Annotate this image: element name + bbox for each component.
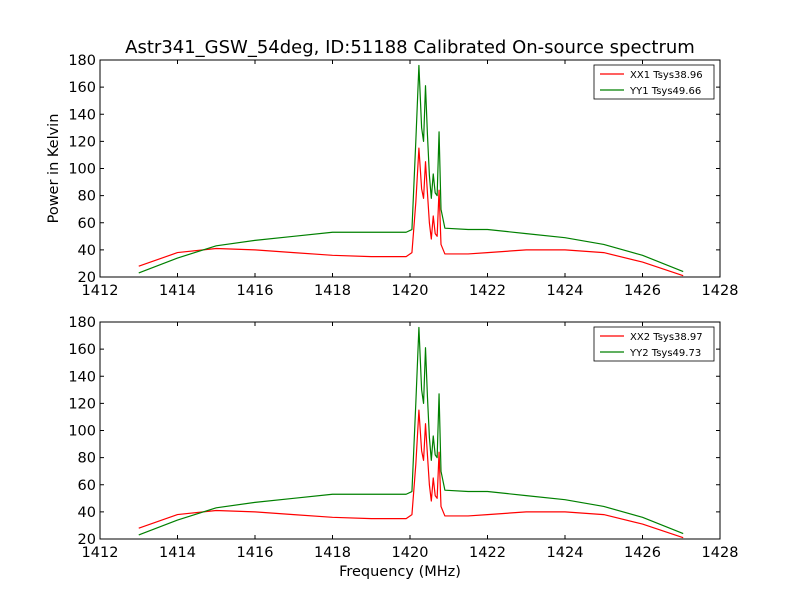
- legend-entry: XX1 Tsys38.96: [630, 70, 703, 81]
- y-tick-label: 40: [78, 243, 96, 259]
- series-line-2-2: [138, 326, 684, 536]
- y-tick-label: 140: [68, 107, 96, 123]
- x-tick-label: 1416: [237, 545, 274, 561]
- y-tick-label: 100: [68, 162, 96, 178]
- y-tick-label: 20: [78, 532, 96, 548]
- panel-1: 1412 1414 1416 1418 1420 1422 1424 1426 1428 20 40…: [46, 53, 738, 299]
- y-tick-label: 160: [68, 80, 96, 96]
- y-tick-label: 60: [78, 216, 96, 232]
- panels: 1412 1414 1416 1418 1420 1422 1424 1426 1428 20 40…: [46, 53, 738, 580]
- x-tick-label: 1418: [314, 283, 351, 299]
- x-tick-label: 1412: [82, 283, 119, 299]
- legend-box: [593, 64, 715, 100]
- series-line-1-2: [138, 64, 684, 274]
- x-tick-label: 1420: [392, 283, 429, 299]
- x-tick-label: 1416: [237, 283, 274, 299]
- y-tick-label: 180: [68, 315, 96, 331]
- series-line-2-1: [138, 409, 684, 539]
- x-tick-label: 1426: [624, 283, 661, 299]
- y-tick-label: 160: [68, 342, 96, 358]
- x-tick-label: 1424: [547, 545, 584, 561]
- y-tick-label: 80: [78, 451, 96, 467]
- x-tick-label: 1422: [469, 545, 506, 561]
- x-tick-label: 1414: [159, 545, 196, 561]
- chart-title: Astr341_GSW_54deg, ID:51188 Calibrated O…: [125, 37, 695, 58]
- series-line-1-1: [138, 147, 684, 277]
- y-tick-label: 80: [78, 189, 96, 205]
- legend: XX1 Tsys38.96 YY1 Tsys49.66: [593, 64, 715, 100]
- legend: XX2 Tsys38.97 YY2 Tsys49.73: [593, 326, 715, 362]
- legend-entry: YY2 Tsys49.73: [629, 348, 701, 359]
- x-tick-label: 1414: [159, 283, 196, 299]
- y-tick-label: 120: [68, 396, 96, 412]
- x-tick-label: 1428: [702, 283, 739, 299]
- x-tick-label: 1422: [469, 283, 506, 299]
- x-tick-label: 1418: [314, 545, 351, 561]
- x-tick-label: 1420: [392, 545, 429, 561]
- y-tick-label: 180: [68, 53, 96, 69]
- y-tick-label: 140: [68, 369, 96, 385]
- x-tick-label: 1424: [547, 283, 584, 299]
- y-tick-label: 100: [68, 424, 96, 440]
- y-tick-label: 120: [68, 134, 96, 150]
- legend-entry: XX2 Tsys38.97: [630, 332, 703, 343]
- x-tick-label: 1426: [624, 545, 661, 561]
- x-tick-label: 1428: [702, 545, 739, 561]
- legend-entry: YY1 Tsys49.66: [629, 86, 701, 97]
- x-tick-label: 1412: [82, 545, 119, 561]
- legend-box: [593, 326, 715, 362]
- y-tick-label: 40: [78, 505, 96, 521]
- y-tick-label: 20: [78, 270, 96, 286]
- panel-2: 1412 1414 1416 1418 1420 1422 1424 1426 1428 20 40…: [68, 315, 738, 580]
- y-axis-label: Power in Kelvin: [46, 114, 62, 224]
- x-axis-label: Frequency (MHz): [339, 564, 461, 580]
- y-tick-label: 60: [78, 478, 96, 494]
